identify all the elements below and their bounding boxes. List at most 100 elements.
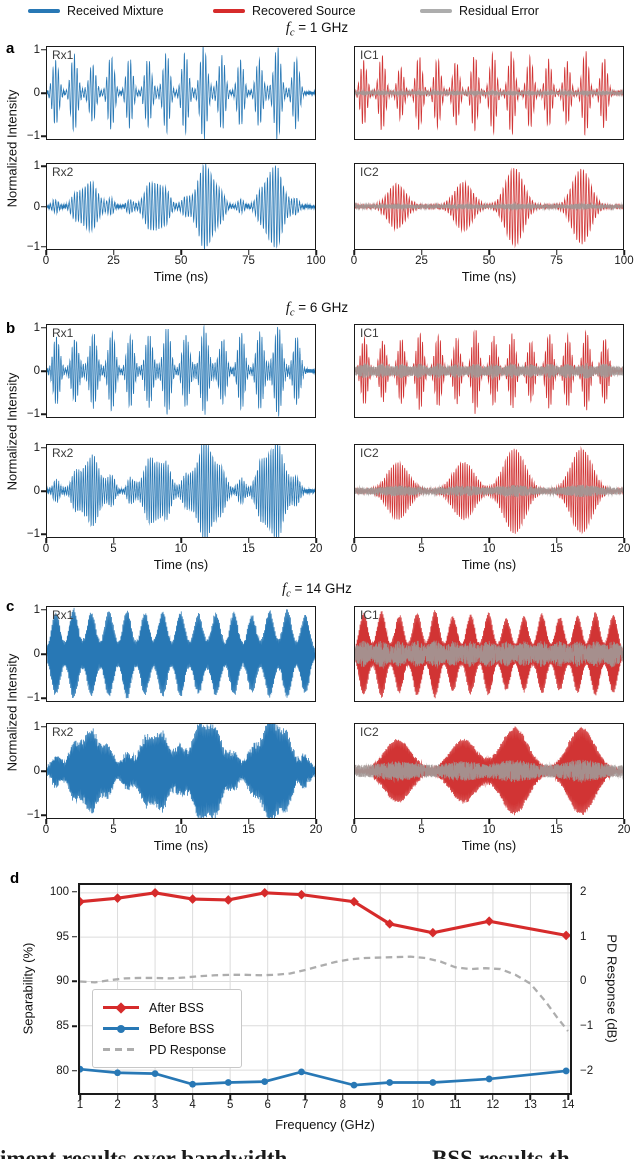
tick-mark: [41, 413, 46, 415]
panel-b-right-xticks: 0 5 10 15 20: [351, 543, 631, 556]
tick-label: −1: [26, 408, 40, 421]
legend-item-after-bss: After BSS: [103, 997, 231, 1018]
tick-mark: [180, 538, 182, 543]
panel-b-rx2-ytickmarks: [41, 444, 46, 538]
waveform-canvas-b-ic2: [355, 445, 623, 537]
tick-label: −1: [26, 809, 40, 822]
panel-c-rx2-ytickmarks: [41, 723, 46, 819]
tick-mark: [41, 245, 46, 248]
tick-label: −1: [26, 692, 40, 705]
panel-b-rx1-ytickmarks: [41, 324, 46, 418]
panel-d-xtickmarks: [79, 1095, 569, 1100]
figure-legend: Received Mixture Recovered Source Residu…: [0, 2, 634, 20]
tick-mark: [72, 935, 77, 938]
tick-label: 80: [56, 1064, 69, 1077]
tick-mark: [41, 370, 46, 372]
tick-label: 10: [482, 824, 496, 836]
tick-mark: [247, 250, 250, 255]
panel-a-rx1-plot: Rx1: [46, 46, 316, 140]
panel-a-left-xtickmarks: [45, 250, 317, 255]
panel-a-ic2-plot: IC2: [354, 163, 624, 250]
tick-label: 20: [617, 824, 631, 836]
tick-mark: [304, 1095, 306, 1100]
tick-label: 1: [33, 603, 40, 616]
tick-mark: [41, 653, 46, 655]
panel-b-ylabel: Normalized Intensity: [4, 372, 20, 491]
tick-mark: [488, 819, 490, 824]
tick-label: 10: [174, 543, 188, 555]
panel-c-rx2-yticks: 1 0 −1: [22, 721, 42, 822]
tick-label: 5: [226, 1099, 234, 1111]
tick-label: 20: [309, 824, 323, 836]
tick-mark: [180, 250, 182, 255]
tick-label: 5: [110, 824, 117, 836]
fc-symbol: f: [285, 20, 290, 36]
panel-a-rx1-ytickmarks: [41, 46, 46, 140]
legend-item-received-mixture: Received Mixture: [28, 2, 164, 20]
waveform-canvas-c-rx1: [47, 607, 315, 701]
tick-label: −1: [580, 1020, 594, 1033]
circle-marker-icon: [117, 1024, 125, 1033]
panel-c-ylabel: Normalized Intensity: [4, 653, 20, 772]
tick-mark: [247, 538, 250, 543]
panel-c-rx2-plot: Rx2: [46, 723, 316, 819]
tick-label: 25: [107, 255, 120, 267]
panel-a-rx1-yticks: 1 0 −1: [22, 44, 42, 142]
panel-b-rx2-plot: Rx2: [46, 444, 316, 538]
legend-item-recovered-source: Recovered Source: [213, 2, 356, 20]
panel-c-left-xlabel: Time (ns): [153, 838, 209, 853]
panel-b-rx2-yticks: 1 0 −1: [22, 442, 42, 541]
tick-mark: [41, 609, 46, 611]
tick-label: 5: [110, 543, 117, 555]
tick-label: 0: [350, 255, 358, 267]
waveform-canvas-c-rx2: [47, 724, 315, 818]
tick-mark: [41, 490, 46, 492]
panel-b-title: fc = 6 GHz: [0, 300, 634, 319]
tick-mark: [72, 1070, 77, 1072]
tick-label: 100: [614, 255, 634, 267]
tick-label: 6: [264, 1099, 271, 1111]
tick-label: 5: [418, 543, 425, 555]
waveform-canvas-a-ic2: [355, 164, 623, 249]
tick-label: 3: [151, 1099, 159, 1111]
tick-label: 1: [76, 1099, 84, 1111]
legend-label: Recovered Source: [252, 4, 356, 18]
tick-label: 0: [42, 255, 50, 267]
panel-b-right-xlabel: Time (ns): [461, 557, 517, 572]
tick-label: 15: [242, 543, 255, 555]
tick-label: 11: [449, 1099, 462, 1111]
panel-c-ic1-plot: IC1: [354, 606, 624, 702]
panel-d-right-ylabel: PD Response (dB): [604, 934, 620, 1043]
panel-a-title: fc = 1 GHz: [0, 20, 634, 39]
tick-mark: [567, 1095, 569, 1100]
tick-mark: [420, 538, 423, 543]
tick-label: 8: [339, 1099, 346, 1111]
tick-label: −1: [26, 528, 40, 541]
fc-value: = 14 GHz: [290, 581, 352, 596]
tick-label: 0: [580, 975, 587, 988]
tick-mark: [420, 819, 423, 824]
tick-label: 1: [33, 321, 40, 334]
panel-c-ic2-plot: IC2: [354, 723, 624, 819]
panel-a-ic1-plot: IC1: [354, 46, 624, 140]
panel-c-right-xlabel: Time (ns): [461, 838, 517, 853]
tick-label: 0: [33, 200, 40, 213]
tick-label: 95: [56, 930, 69, 943]
tick-mark: [488, 538, 490, 543]
subplot-tag-rx1: Rx1: [52, 48, 74, 62]
tick-label: 75: [242, 255, 255, 267]
subplot-tag-rx2: Rx2: [52, 446, 74, 460]
panel-c-right-xticks: 0 5 10 15 20: [351, 824, 631, 837]
panel-b-rx1-plot: Rx1: [46, 324, 316, 418]
tick-mark: [342, 1095, 344, 1100]
tick-mark: [45, 819, 47, 824]
panel-c-rx1-yticks: 1 0 −1: [22, 603, 42, 705]
panel-letter-c: c: [6, 598, 15, 615]
tick-mark: [41, 92, 46, 94]
panel-c-right-xtickmarks: [353, 819, 625, 824]
panel-b-left-xticks: 0 5 10 15 20: [43, 543, 323, 556]
tick-mark: [180, 819, 182, 824]
panel-c-left-xtickmarks: [45, 819, 317, 824]
subplot-tag-rx1: Rx1: [52, 608, 74, 622]
fc-subscript: c: [286, 588, 291, 600]
